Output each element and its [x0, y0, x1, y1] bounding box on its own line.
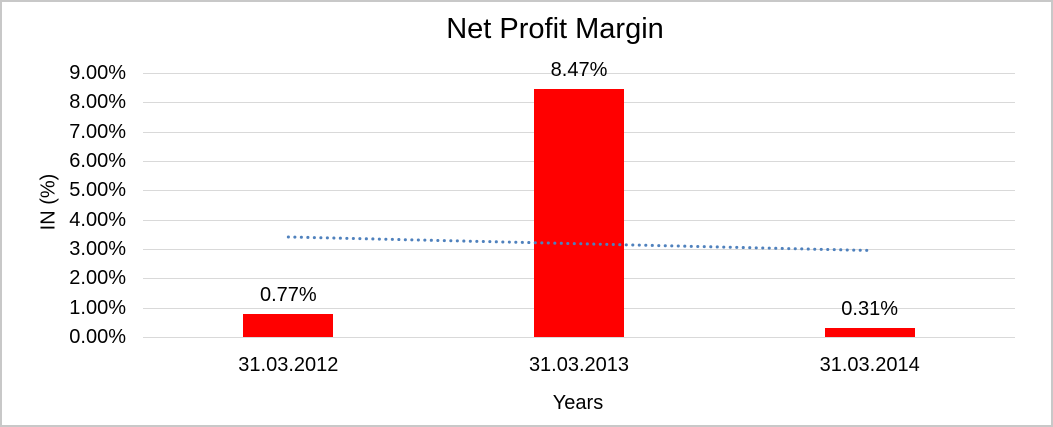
- y-axis-tick-label: 4.00%: [69, 208, 126, 231]
- gridline: [143, 73, 1015, 74]
- y-axis-tick-label: 6.00%: [69, 150, 126, 172]
- bar-31.03.2013: [534, 88, 624, 337]
- x-axis-tick-label: 31.03.2012: [238, 354, 339, 376]
- bar-31.03.2012: [243, 314, 334, 337]
- bar-31.03.2014: [824, 327, 915, 337]
- y-axis-tick-label: 9.00%: [69, 62, 126, 84]
- bar-data-label: 0.31%: [841, 297, 899, 320]
- y-axis-tick-label: 3.00%: [69, 238, 126, 260]
- x-axis-tick-label: 31.03.2013: [528, 354, 630, 376]
- x-axis-title: Years: [552, 392, 604, 414]
- x-axis-tick-label: 31.03.2014: [819, 354, 920, 376]
- gridline: [143, 337, 1015, 338]
- bar-data-label: 0.77%: [259, 284, 317, 307]
- y-axis-tick-label: 2.00%: [69, 267, 126, 290]
- y-axis-tick-label: 7.00%: [69, 120, 126, 143]
- bar-data-label: 8.47%: [550, 58, 608, 81]
- trendline: [286, 235, 872, 252]
- y-axis-tick-label: 5.00%: [69, 179, 126, 202]
- plot-area: [143, 73, 1015, 338]
- chart-title: Net Profit Margin: [446, 13, 664, 45]
- trendline-dotted: [286, 235, 872, 252]
- y-axis-tick-label: 8.00%: [69, 91, 126, 114]
- y-axis-tick-label: 0.00%: [69, 326, 126, 348]
- y-axis-tick-label: 1.00%: [69, 296, 126, 319]
